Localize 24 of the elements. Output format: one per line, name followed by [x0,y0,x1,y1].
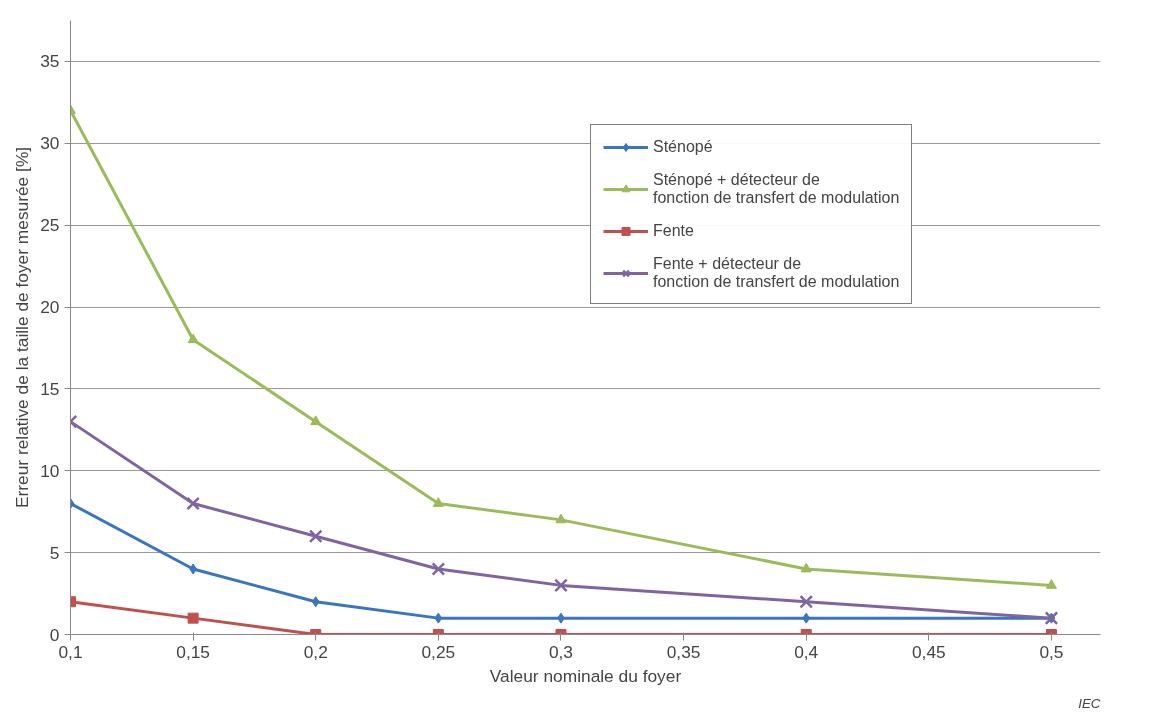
y-axis-title: Erreur relative de la taille de foyer mesurée [%] [12,146,33,509]
x-tick-label: 0,35 [666,641,701,662]
x-axis-title: Valeur nominale du foyer [489,665,682,686]
x-tick-label: 0,45 [911,641,946,662]
y-tick-label: 5 [49,542,60,563]
legend-label: Sténopé [653,138,713,156]
y-tick-label: 30 [40,133,60,154]
legend-label: Sténopé + détecteur de fonction de transfert de modulation [653,171,900,207]
x-tick-label: 0,4 [794,641,819,662]
x-tick-label: 0,2 [303,641,328,662]
y-tick-label: 10 [40,460,60,481]
x-tick-label: 0,15 [176,641,210,662]
y-tick-label: 0 [49,624,60,645]
y-tick-label: 25 [40,215,60,236]
x-tick-label: 0,25 [421,641,456,662]
y-tick-label: 15 [40,378,60,399]
text: IEC [1078,695,1101,711]
legend-label: Fente [653,222,694,240]
x-tick-label: 0,3 [548,641,574,662]
legend-label: Fente + détecteur de fonction de transfert de modulation [653,255,900,291]
y-tick-label: 35 [40,51,60,72]
x-tick-label: 0,5 [1039,641,1064,662]
x-tick-label: 0,1 [58,641,83,662]
y-tick-label: 20 [40,297,60,318]
